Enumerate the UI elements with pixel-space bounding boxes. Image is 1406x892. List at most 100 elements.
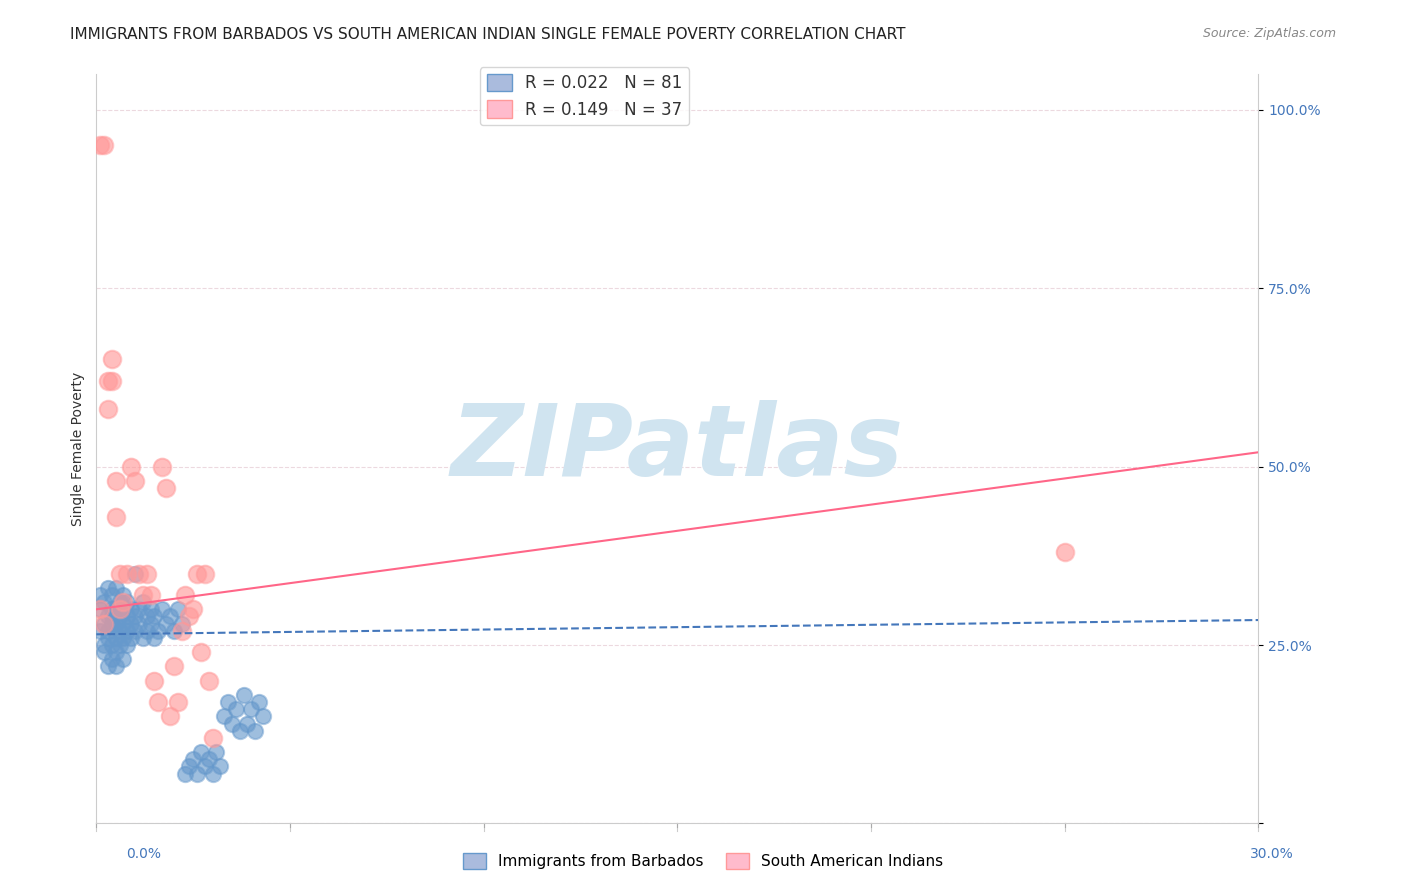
Point <box>117 595 139 609</box>
Point <box>112 588 135 602</box>
Point <box>143 609 166 624</box>
Point <box>117 624 139 638</box>
Point <box>112 602 135 616</box>
Point <box>124 566 146 581</box>
Point <box>101 638 124 652</box>
Text: 30.0%: 30.0% <box>1250 847 1294 862</box>
Point <box>104 645 127 659</box>
Point <box>108 609 131 624</box>
Point <box>228 723 250 738</box>
Point <box>174 588 197 602</box>
Point <box>112 602 135 616</box>
Point <box>128 566 150 581</box>
Point <box>108 624 131 638</box>
Point <box>194 566 217 581</box>
Point <box>186 566 208 581</box>
Point <box>101 609 124 624</box>
Point <box>97 402 120 417</box>
Point <box>89 602 111 616</box>
Point <box>209 759 232 773</box>
Point <box>166 695 188 709</box>
Point <box>101 652 124 666</box>
Point <box>221 716 243 731</box>
Point <box>166 695 188 709</box>
Point <box>174 766 197 780</box>
Point <box>143 673 166 688</box>
Point <box>101 616 124 631</box>
Point <box>117 566 139 581</box>
Point <box>163 624 186 638</box>
Point <box>190 745 212 759</box>
Point <box>190 645 212 659</box>
Point <box>89 138 111 153</box>
Point <box>97 631 120 645</box>
Point <box>104 602 127 616</box>
Point <box>120 459 142 474</box>
Point <box>124 566 146 581</box>
Point <box>120 459 142 474</box>
Point <box>179 609 201 624</box>
Point <box>252 709 274 723</box>
Point <box>166 602 188 616</box>
Point <box>120 631 142 645</box>
Point <box>135 566 157 581</box>
Point <box>124 624 146 638</box>
Legend: Immigrants from Barbados, South American Indians: Immigrants from Barbados, South American… <box>457 847 949 875</box>
Point <box>120 616 142 631</box>
Point <box>89 588 111 602</box>
Point <box>197 752 219 766</box>
Point <box>124 474 146 488</box>
Point <box>112 616 135 631</box>
Point <box>97 581 120 595</box>
Point <box>148 695 170 709</box>
Point <box>117 624 139 638</box>
Point <box>104 631 127 645</box>
Point <box>236 716 259 731</box>
Point <box>179 759 201 773</box>
Point <box>174 588 197 602</box>
Point <box>155 616 177 631</box>
Point <box>117 638 139 652</box>
Text: ZIPatlas: ZIPatlas <box>451 401 904 497</box>
Legend: R = 0.022   N = 81, R = 0.149   N = 37: R = 0.022 N = 81, R = 0.149 N = 37 <box>479 67 689 125</box>
Point <box>89 624 111 638</box>
Point <box>101 638 124 652</box>
Point <box>104 509 127 524</box>
Point <box>97 631 120 645</box>
Point <box>170 624 193 638</box>
Point <box>104 616 127 631</box>
Point <box>93 616 115 631</box>
Point <box>101 602 124 616</box>
Point <box>97 609 120 624</box>
Point <box>117 609 139 624</box>
Point <box>104 509 127 524</box>
Point <box>135 624 157 638</box>
Point <box>97 374 120 388</box>
Point <box>212 709 235 723</box>
Point <box>190 645 212 659</box>
Y-axis label: Single Female Poverty: Single Female Poverty <box>72 372 86 525</box>
Point <box>148 624 170 638</box>
Point <box>143 631 166 645</box>
Point <box>179 759 201 773</box>
Point <box>170 616 193 631</box>
Point <box>93 616 115 631</box>
Point <box>93 645 115 659</box>
Point <box>89 602 111 616</box>
Point <box>197 752 219 766</box>
Point <box>135 566 157 581</box>
Point <box>150 602 173 616</box>
Text: IMMIGRANTS FROM BARBADOS VS SOUTH AMERICAN INDIAN SINGLE FEMALE POVERTY CORRELAT: IMMIGRANTS FROM BARBADOS VS SOUTH AMERIC… <box>70 27 905 42</box>
Point <box>217 695 239 709</box>
Point <box>93 595 115 609</box>
Point <box>201 766 224 780</box>
Point <box>101 352 124 367</box>
Point <box>139 602 162 616</box>
Point <box>236 716 259 731</box>
Point <box>104 602 127 616</box>
Text: 0.0%: 0.0% <box>127 847 162 862</box>
Point <box>139 616 162 631</box>
Point <box>139 616 162 631</box>
Point <box>143 673 166 688</box>
Point <box>93 595 115 609</box>
